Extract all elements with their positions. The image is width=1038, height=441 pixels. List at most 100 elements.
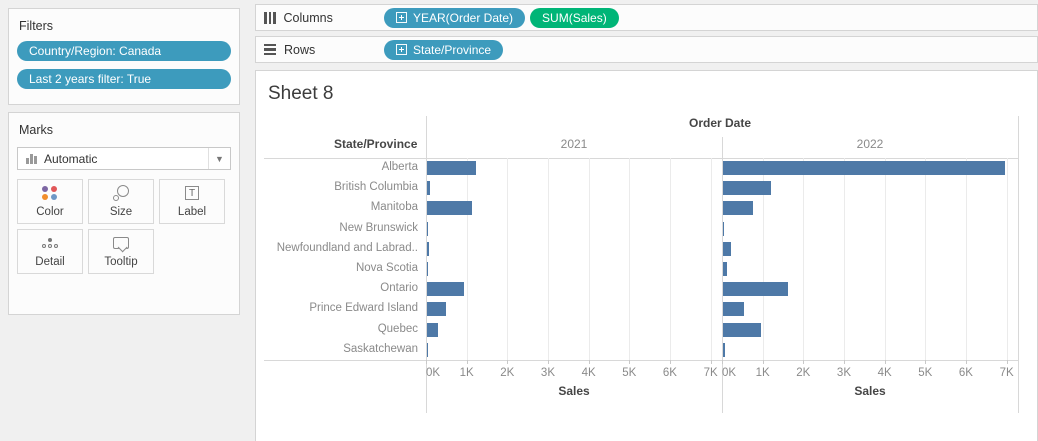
bar[interactable] [427, 241, 430, 256]
bar[interactable] [723, 241, 731, 256]
axis-tickmark [466, 360, 468, 364]
pane-year-label: 2022 [856, 137, 884, 151]
gridline [588, 158, 590, 360]
bar[interactable] [427, 201, 472, 216]
pill-sum-sales-label: SUM(Sales) [542, 10, 607, 25]
gridline [843, 158, 845, 360]
color-icon [42, 180, 58, 206]
detail-icon [42, 230, 58, 256]
pill-year-order-date-label: YEAR(Order Date) [413, 10, 514, 25]
axis-tickmark [1006, 360, 1008, 364]
pill-state-province-label: State/Province [413, 42, 492, 57]
row-label[interactable]: Saskatchewan [343, 342, 418, 355]
bar[interactable] [723, 302, 745, 317]
row-label[interactable]: British Columbia [334, 181, 418, 194]
axis-tick-label: 2K [500, 367, 515, 379]
axis-tickmark [722, 360, 723, 364]
bar[interactable] [723, 161, 1005, 175]
tooltip-icon [113, 230, 129, 256]
bar[interactable] [427, 221, 428, 236]
bar[interactable] [427, 282, 464, 297]
row-label[interactable]: Ontario [380, 282, 418, 295]
axis-tick-label: 5K [622, 367, 637, 379]
gridline [507, 158, 509, 360]
axis-tickmark [547, 360, 549, 364]
gridline [629, 158, 631, 360]
axis-tickmark [710, 360, 712, 364]
filter-pill-country[interactable]: Country/Region: Canada [17, 41, 231, 61]
axis-tickmark [965, 360, 967, 364]
size-button[interactable]: Size [88, 179, 154, 224]
tooltip-button[interactable]: Tooltip [88, 229, 154, 274]
axis-tick-label: 2K [796, 367, 811, 379]
mark-type-dropdown[interactable]: Automatic ▼ [17, 147, 231, 170]
filters-panel: Filters Country/Region: Canada Last 2 ye… [8, 8, 240, 105]
pane-right-border [1018, 116, 1019, 413]
row-label[interactable]: Quebec [377, 322, 418, 335]
gridline [762, 158, 764, 360]
expand-plus-icon[interactable] [396, 44, 407, 55]
chevron-down-icon[interactable]: ▼ [208, 148, 230, 169]
axis-tickmark [884, 360, 886, 364]
row-label[interactable]: Prince Edward Island [309, 302, 418, 315]
bar[interactable] [427, 302, 447, 317]
axis-tick-label: 3K [836, 367, 852, 379]
bar[interactable] [427, 322, 439, 337]
rows-shelf[interactable]: Rows State/Province [255, 36, 1038, 63]
size-icon [113, 180, 129, 206]
row-label[interactable]: Newfoundland and Labrad.. [276, 241, 418, 254]
axis-tick-label: 0K [425, 367, 441, 379]
detail-button[interactable]: Detail [17, 229, 83, 274]
size-button-label: Size [109, 206, 133, 218]
columns-shelf[interactable]: Columns YEAR(Order Date) SUM(Sales) [255, 4, 1038, 31]
columns-shelf-label: Columns [283, 10, 333, 25]
axis-tick-label: 7K [703, 367, 718, 379]
bar[interactable] [427, 262, 429, 276]
bar[interactable] [723, 322, 762, 337]
axis-tick-label: 6K [958, 367, 973, 379]
rows-shelf-icon [264, 43, 276, 56]
filter-pill-last2years[interactable]: Last 2 years filter: True [17, 69, 231, 89]
bar[interactable] [723, 342, 726, 357]
gridline [884, 158, 886, 360]
pane-year-label: 2021 [560, 137, 588, 151]
row-label[interactable]: Manitoba [370, 201, 418, 214]
worksheet: Sheet 8 Order Date State/Province 2021 2022… [255, 70, 1038, 441]
pill-state-province[interactable]: State/Province [384, 39, 504, 60]
pill-year-order-date[interactable]: YEAR(Order Date) [384, 7, 526, 28]
gridline [669, 158, 671, 360]
pill-sum-sales[interactable]: SUM(Sales) [530, 7, 619, 28]
bar[interactable] [723, 262, 728, 276]
bar[interactable] [723, 201, 754, 216]
bar[interactable] [723, 282, 789, 297]
gridline [466, 158, 468, 360]
bar[interactable] [427, 161, 477, 175]
axis-tickmark [669, 360, 671, 364]
marks-panel: Marks Automatic ▼ Color Size T Label Det… [8, 112, 240, 315]
label-button[interactable]: T Label [159, 179, 225, 224]
tooltip-button-label: Tooltip [104, 256, 138, 268]
gridline [965, 158, 967, 360]
axis-tick-label: 6K [662, 367, 677, 379]
axis-tickmark [762, 360, 764, 364]
text-label-icon: T [185, 180, 199, 206]
row-label[interactable]: New Brunswick [339, 221, 418, 234]
row-field-label: State/Province [334, 137, 418, 151]
bar[interactable] [723, 181, 772, 196]
gridline [547, 158, 549, 360]
bar[interactable] [427, 342, 429, 357]
axis-tick-label: 5K [918, 367, 933, 379]
bar[interactable] [723, 221, 725, 236]
gridline [925, 158, 927, 360]
expand-plus-icon[interactable] [396, 12, 407, 23]
axis-tick-label: 7K [999, 367, 1014, 379]
row-label[interactable]: Alberta [381, 161, 418, 173]
bar[interactable] [427, 181, 430, 196]
gridline [803, 158, 805, 360]
row-label[interactable]: Nova Scotia [355, 262, 418, 274]
color-button[interactable]: Color [17, 179, 83, 224]
columns-shelf-icon [264, 11, 276, 24]
axis-title-sales: Sales [854, 384, 886, 398]
pane-divider [722, 137, 723, 413]
axis-tick-label: 1K [755, 367, 770, 379]
